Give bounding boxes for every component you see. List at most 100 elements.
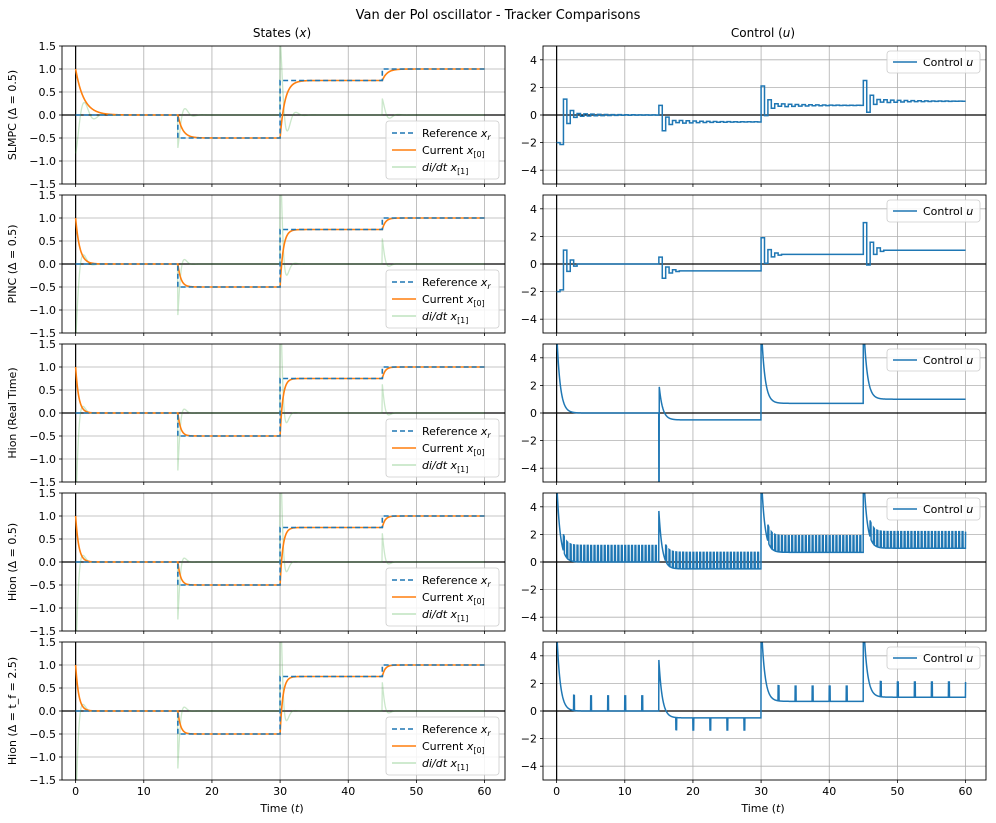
control-axes-frame: [542, 641, 987, 781]
y-tick-label: −4: [521, 760, 537, 773]
y-tick-label: −4: [521, 164, 537, 177]
x-tick-label: 10: [137, 785, 151, 798]
y-tick-label: 0.5: [39, 533, 57, 546]
control-legend: Control u: [886, 646, 981, 670]
legend-label: Reference xr: [422, 276, 491, 291]
control-line: [556, 493, 967, 570]
reference-line: [75, 68, 485, 139]
y-tick-label: −0.5: [29, 579, 56, 592]
y-tick-label: 0.5: [39, 682, 57, 695]
y-tick-label: 2: [530, 677, 537, 690]
y-tick-label: 2: [530, 528, 537, 541]
x-tick-label: 40: [822, 785, 836, 798]
x-tick-label: 10: [618, 785, 632, 798]
legend-label: Control u: [923, 503, 973, 516]
row-ylabel: PINC (Δ = 0.5): [6, 224, 19, 303]
figure-title: Van der Pol oscillator - Tracker Compari…: [356, 8, 641, 23]
control-panel-row-1: −4 −2 0 2 4 Control u: [521, 194, 987, 336]
x-tick-label: 20: [686, 785, 700, 798]
x-tick-label: 40: [341, 785, 355, 798]
legend-label: Current x[0]: [422, 293, 485, 308]
row-ylabel: Hion (Real Time): [6, 367, 19, 458]
y-tick-label: 1.0: [39, 63, 57, 76]
legend-label: Reference xr: [422, 425, 491, 440]
y-tick-label: −1.0: [29, 155, 56, 168]
y-tick-label: 1.5: [39, 487, 57, 500]
y-tick-label: 0: [530, 705, 537, 718]
states-series: [74, 642, 485, 780]
control-legend: Control u: [886, 50, 981, 74]
legend-label: di/dt x[1]: [422, 757, 468, 772]
y-tick-label: 0.5: [39, 384, 57, 397]
control-series: [556, 221, 966, 293]
y-tick-label: −2: [521, 137, 537, 150]
control-axes-frame: [542, 194, 987, 334]
control-series: [556, 493, 967, 570]
y-tick-label: 0.0: [39, 258, 57, 271]
y-tick-label: 1.5: [39, 40, 57, 53]
control-title-word: Control (: [731, 26, 783, 40]
control-line: [556, 221, 966, 293]
legend-label: Control u: [923, 205, 973, 218]
row-ylabel: Hion (Δ = 0.5): [6, 523, 19, 601]
states-axes-frame: [61, 45, 506, 185]
states-title-close: ): [306, 26, 311, 40]
y-tick-label: −2: [521, 435, 537, 448]
legend-label: Control u: [923, 354, 973, 367]
x-tick-label: 0: [553, 785, 560, 798]
legend-box: [886, 199, 981, 223]
legend-label: di/dt x[1]: [422, 459, 468, 474]
y-tick-label: −0.5: [29, 430, 56, 443]
control-title-var: u: [783, 26, 791, 40]
y-tick-label: 4: [530, 650, 537, 663]
y-tick-label: 4: [530, 203, 537, 216]
y-tick-label: 1.0: [39, 659, 57, 672]
control-column-title: Control (u): [731, 26, 795, 40]
states-legend: Reference xr Current x[0] di/dt x[1]: [385, 567, 500, 627]
reference-line: [75, 366, 485, 437]
legend-box: [886, 50, 981, 74]
legend-label: di/dt x[1]: [422, 161, 468, 176]
states-series: [74, 344, 485, 482]
y-tick-label: 0.0: [39, 109, 57, 122]
y-tick-label: −1.5: [29, 327, 56, 340]
y-tick-label: 0: [530, 258, 537, 271]
x-tick-label: 60: [478, 785, 492, 798]
y-tick-label: 0.5: [39, 235, 57, 248]
legend-label: Reference xr: [422, 127, 491, 142]
legend-box: [385, 567, 500, 627]
legend-label: di/dt x[1]: [422, 608, 468, 623]
x-axis-labels: Time (t) Time (t): [259, 802, 784, 815]
y-tick-label: −1.5: [29, 476, 56, 489]
legend-label: Current x[0]: [422, 740, 485, 755]
y-tick-label: 2: [530, 230, 537, 243]
states-legend: Reference xr Current x[0] di/dt x[1]: [385, 716, 500, 776]
y-tick-label: 4: [530, 352, 537, 365]
y-tick-label: −0.5: [29, 281, 56, 294]
states-panel-row-3: −1.5 −1.0 −0.5 0.0 0.5 1.0 1.5 Hion (Δ = 0.5) Re…: [6, 487, 506, 638]
row-ylabel: Hion (Δ = t_f = 2.5): [6, 657, 19, 765]
plot-grid: −1.5 −1.0 −0.5 0.0 0.5 1.0 1.5 SLMPC (Δ = 0.5) R…: [6, 40, 987, 798]
legend-label: Reference xr: [422, 574, 491, 589]
y-tick-label: 0.5: [39, 86, 57, 99]
control-line: [556, 642, 967, 731]
legend-label: Current x[0]: [422, 144, 485, 159]
y-tick-label: 1.5: [39, 636, 57, 649]
x-tick-label: 0: [72, 785, 79, 798]
reference-line: [75, 515, 485, 586]
y-tick-label: 0: [530, 407, 537, 420]
control-panel-row-2: −4 −2 0 2 4 Control u: [521, 343, 987, 485]
control-series: [556, 344, 966, 482]
legend-label: Control u: [923, 56, 973, 69]
x-tick-label: 30: [754, 785, 768, 798]
x-tick-label: 60: [959, 785, 973, 798]
row-ylabel: SLMPC (Δ = 0.5): [6, 70, 19, 160]
reference-line: [75, 664, 485, 735]
y-tick-label: −1.5: [29, 625, 56, 638]
y-tick-label: −1.0: [29, 602, 56, 615]
x-tick-label: 50: [890, 785, 904, 798]
control-legend: Control u: [886, 497, 981, 521]
y-tick-label: 0: [530, 556, 537, 569]
y-tick-label: −0.5: [29, 728, 56, 741]
